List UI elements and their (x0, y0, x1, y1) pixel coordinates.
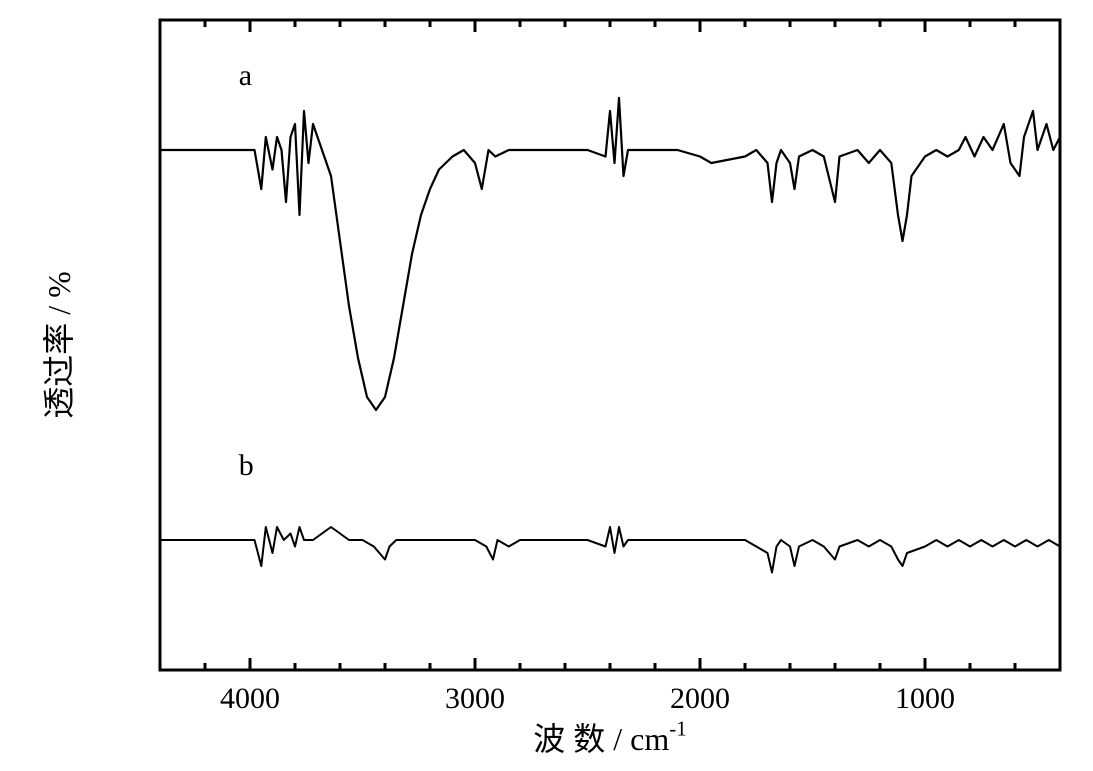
x-tick-label: 3000 (445, 682, 505, 715)
chart-svg: 4000 3000 2000 1000 波 数 / cm-1 透过率 / % a b (0, 0, 1093, 771)
ir-spectrum-chart: 4000 3000 2000 1000 波 数 / cm-1 透过率 / % a b (0, 0, 1093, 771)
chart-bg (0, 0, 1093, 771)
x-tick-label: 2000 (670, 682, 730, 715)
x-tick-label: 4000 (220, 682, 280, 715)
series-label-b: b (239, 449, 254, 482)
x-tick-label: 1000 (895, 682, 955, 715)
y-axis-label: 透过率 / % (41, 271, 77, 419)
series-label-a: a (239, 59, 252, 92)
x-axis-label: 波 数 / cm-1 (533, 717, 687, 757)
